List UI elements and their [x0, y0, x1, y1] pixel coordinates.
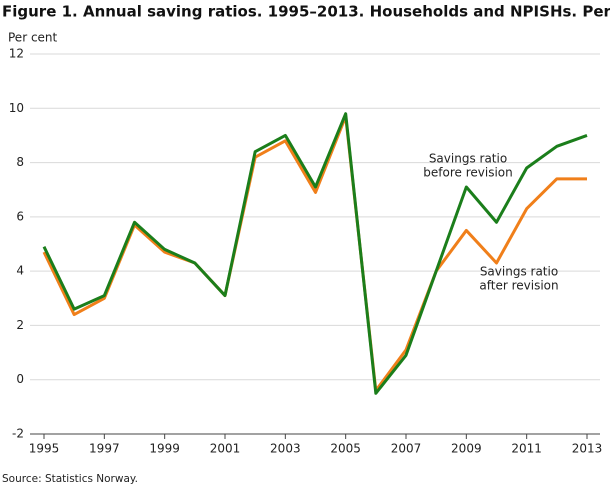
x-tick-label: 2007: [391, 442, 422, 456]
annotation: Savings ratio: [480, 265, 558, 279]
y-tick-label: 8: [16, 155, 24, 169]
x-tick-label: 2005: [330, 442, 361, 456]
source: Source: Statistics Norway.: [2, 473, 138, 485]
y-tick-label: 6: [16, 209, 24, 223]
y-tick-label: -2: [12, 427, 24, 441]
y-tick-label: 4: [16, 264, 24, 278]
x-tick-label: 1995: [29, 442, 60, 456]
x-tick-label: 2003: [270, 442, 301, 456]
x-tick-label: 2001: [210, 442, 241, 456]
y-tick-label: 0: [16, 372, 24, 386]
x-tick-label: 2013: [572, 442, 603, 456]
x-tick-label: 2009: [451, 442, 482, 456]
x-tick-label: 1999: [149, 442, 180, 456]
x-tick-label: 1997: [89, 442, 120, 456]
annotation: Savings ratio: [429, 152, 507, 166]
annotation: after revision: [479, 279, 558, 293]
annotation: before revision: [423, 166, 512, 180]
y-axis-label: Per cent: [8, 31, 58, 45]
y-tick-label: 10: [9, 101, 24, 115]
y-tick-label: 12: [9, 47, 24, 61]
x-tick-label: 2011: [511, 442, 542, 456]
series-line: [42, 112, 588, 395]
chart-title: Figure 1. Annual saving ratios. 1995–201…: [2, 3, 610, 21]
y-tick-label: 2: [16, 318, 24, 332]
